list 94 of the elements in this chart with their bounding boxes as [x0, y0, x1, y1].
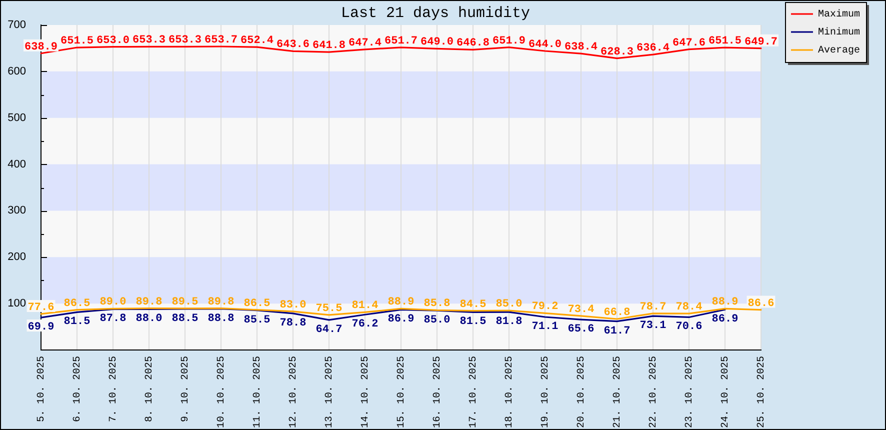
data-label: 86.6 [748, 298, 774, 310]
data-label: 651.5 [60, 36, 94, 48]
y-tick-label: 500 [8, 112, 26, 124]
data-label: 83.0 [280, 299, 306, 312]
data-label: 81.5 [460, 316, 487, 328]
x-tick-label: 15. 10. 2025 [396, 356, 408, 428]
data-label: 653.3 [132, 34, 166, 47]
data-label: 77.6 [28, 302, 54, 314]
data-label: 647.4 [348, 37, 382, 50]
data-label: 646.8 [456, 38, 490, 50]
data-label: 86.9 [388, 314, 414, 326]
x-tick-label: 8. 10. 2025 [144, 356, 156, 422]
data-label: 88.5 [172, 312, 199, 325]
data-label: 69.9 [28, 322, 54, 334]
data-label: 76.2 [352, 318, 378, 331]
data-label: 89.8 [208, 296, 235, 308]
data-label: 86.5 [244, 298, 271, 310]
data-label: 85.8 [424, 298, 451, 310]
data-label: 86.9 [712, 314, 738, 326]
data-label: 70.6 [676, 321, 702, 334]
x-tick-label: 21. 10. 2025 [612, 356, 624, 428]
y-tick-label: 700 [8, 19, 26, 32]
data-label: 651.7 [384, 35, 418, 48]
data-label: 89.0 [100, 296, 126, 309]
data-label: 649.0 [420, 36, 454, 49]
data-label: 78.4 [676, 302, 703, 314]
legend-label: Average [818, 46, 860, 57]
x-tick-label: 10. 10. 2025 [216, 356, 228, 428]
data-label: 81.5 [64, 316, 91, 328]
data-label: 71.1 [532, 320, 559, 333]
data-label: 636.4 [636, 42, 670, 55]
data-label: 643.6 [276, 39, 310, 52]
data-label: 87.8 [100, 313, 127, 326]
x-tick-label: 17. 10. 2025 [468, 356, 480, 428]
data-label: 88.9 [388, 296, 414, 309]
data-label: 649.7 [744, 36, 778, 48]
chart-title: Last 21 days humidity [340, 4, 530, 22]
data-label: 64.7 [316, 324, 342, 336]
data-label: 65.6 [568, 324, 594, 336]
data-label: 78.8 [280, 317, 307, 330]
data-label: 78.7 [640, 301, 666, 314]
data-label: 85.0 [496, 298, 522, 311]
x-tick-label: 7. 10. 2025 [108, 356, 120, 422]
data-label: 75.5 [316, 302, 343, 315]
x-tick-label: 20. 10. 2025 [576, 356, 588, 428]
data-label: 89.8 [136, 296, 163, 308]
data-label: 651.5 [708, 36, 742, 48]
data-label: 66.8 [604, 306, 631, 319]
x-tick-label: 6. 10. 2025 [72, 356, 84, 422]
data-label: 88.9 [712, 296, 738, 309]
x-tick-label: 13. 10. 2025 [324, 356, 336, 428]
data-label: 73.4 [568, 304, 595, 316]
y-tick-label: 300 [8, 204, 26, 217]
data-label: 653.0 [96, 34, 130, 47]
x-tick-label: 22. 10. 2025 [648, 356, 660, 428]
x-tick-label: 19. 10. 2025 [540, 356, 552, 428]
legend-label: Maximum [818, 8, 860, 21]
data-label: 61.7 [604, 325, 630, 338]
y-tick-label: 200 [8, 251, 26, 264]
x-tick-label: 5. 10. 2025 [36, 356, 48, 422]
y-tick-label: 600 [8, 65, 26, 78]
data-label: 84.5 [460, 298, 487, 311]
x-tick-label: 18. 10. 2025 [504, 356, 516, 428]
data-label: 89.5 [172, 296, 199, 308]
data-label: 638.9 [24, 41, 58, 54]
data-label: 86.5 [64, 298, 91, 310]
data-label: 88.8 [208, 312, 235, 325]
y-tick-label: 400 [8, 158, 26, 170]
data-label: 81.4 [352, 300, 379, 312]
data-label: 85.0 [424, 314, 450, 327]
x-tick-label: 11. 10. 2025 [252, 356, 264, 428]
legend-label: Minimum [818, 26, 860, 39]
data-label: 641.8 [312, 40, 346, 52]
data-label: 81.8 [496, 316, 523, 328]
data-label: 644.0 [528, 39, 562, 51]
x-tick-label: 24. 10. 2025 [720, 356, 732, 428]
data-label: 647.6 [672, 37, 706, 50]
x-tick-label: 14. 10. 2025 [360, 356, 372, 428]
data-label: 628.3 [600, 46, 634, 58]
x-tick-label: 12. 10. 2025 [288, 356, 300, 428]
data-label: 652.4 [240, 35, 274, 48]
x-tick-label: 9. 10. 2025 [180, 356, 192, 422]
y-tick-label: 100 [8, 298, 26, 310]
x-tick-label: 25. 10. 2025 [756, 356, 768, 428]
data-label: 653.7 [204, 34, 238, 46]
x-tick-label: 23. 10. 2025 [684, 356, 696, 428]
data-label: 653.3 [168, 34, 202, 47]
data-label: 85.5 [244, 314, 271, 326]
data-label: 79.2 [532, 301, 558, 314]
data-label: 651.9 [492, 35, 526, 48]
data-label: 73.1 [640, 320, 667, 332]
x-tick-label: 16. 10. 2025 [432, 356, 444, 428]
data-label: 638.4 [564, 42, 598, 54]
data-label: 88.0 [136, 313, 162, 326]
